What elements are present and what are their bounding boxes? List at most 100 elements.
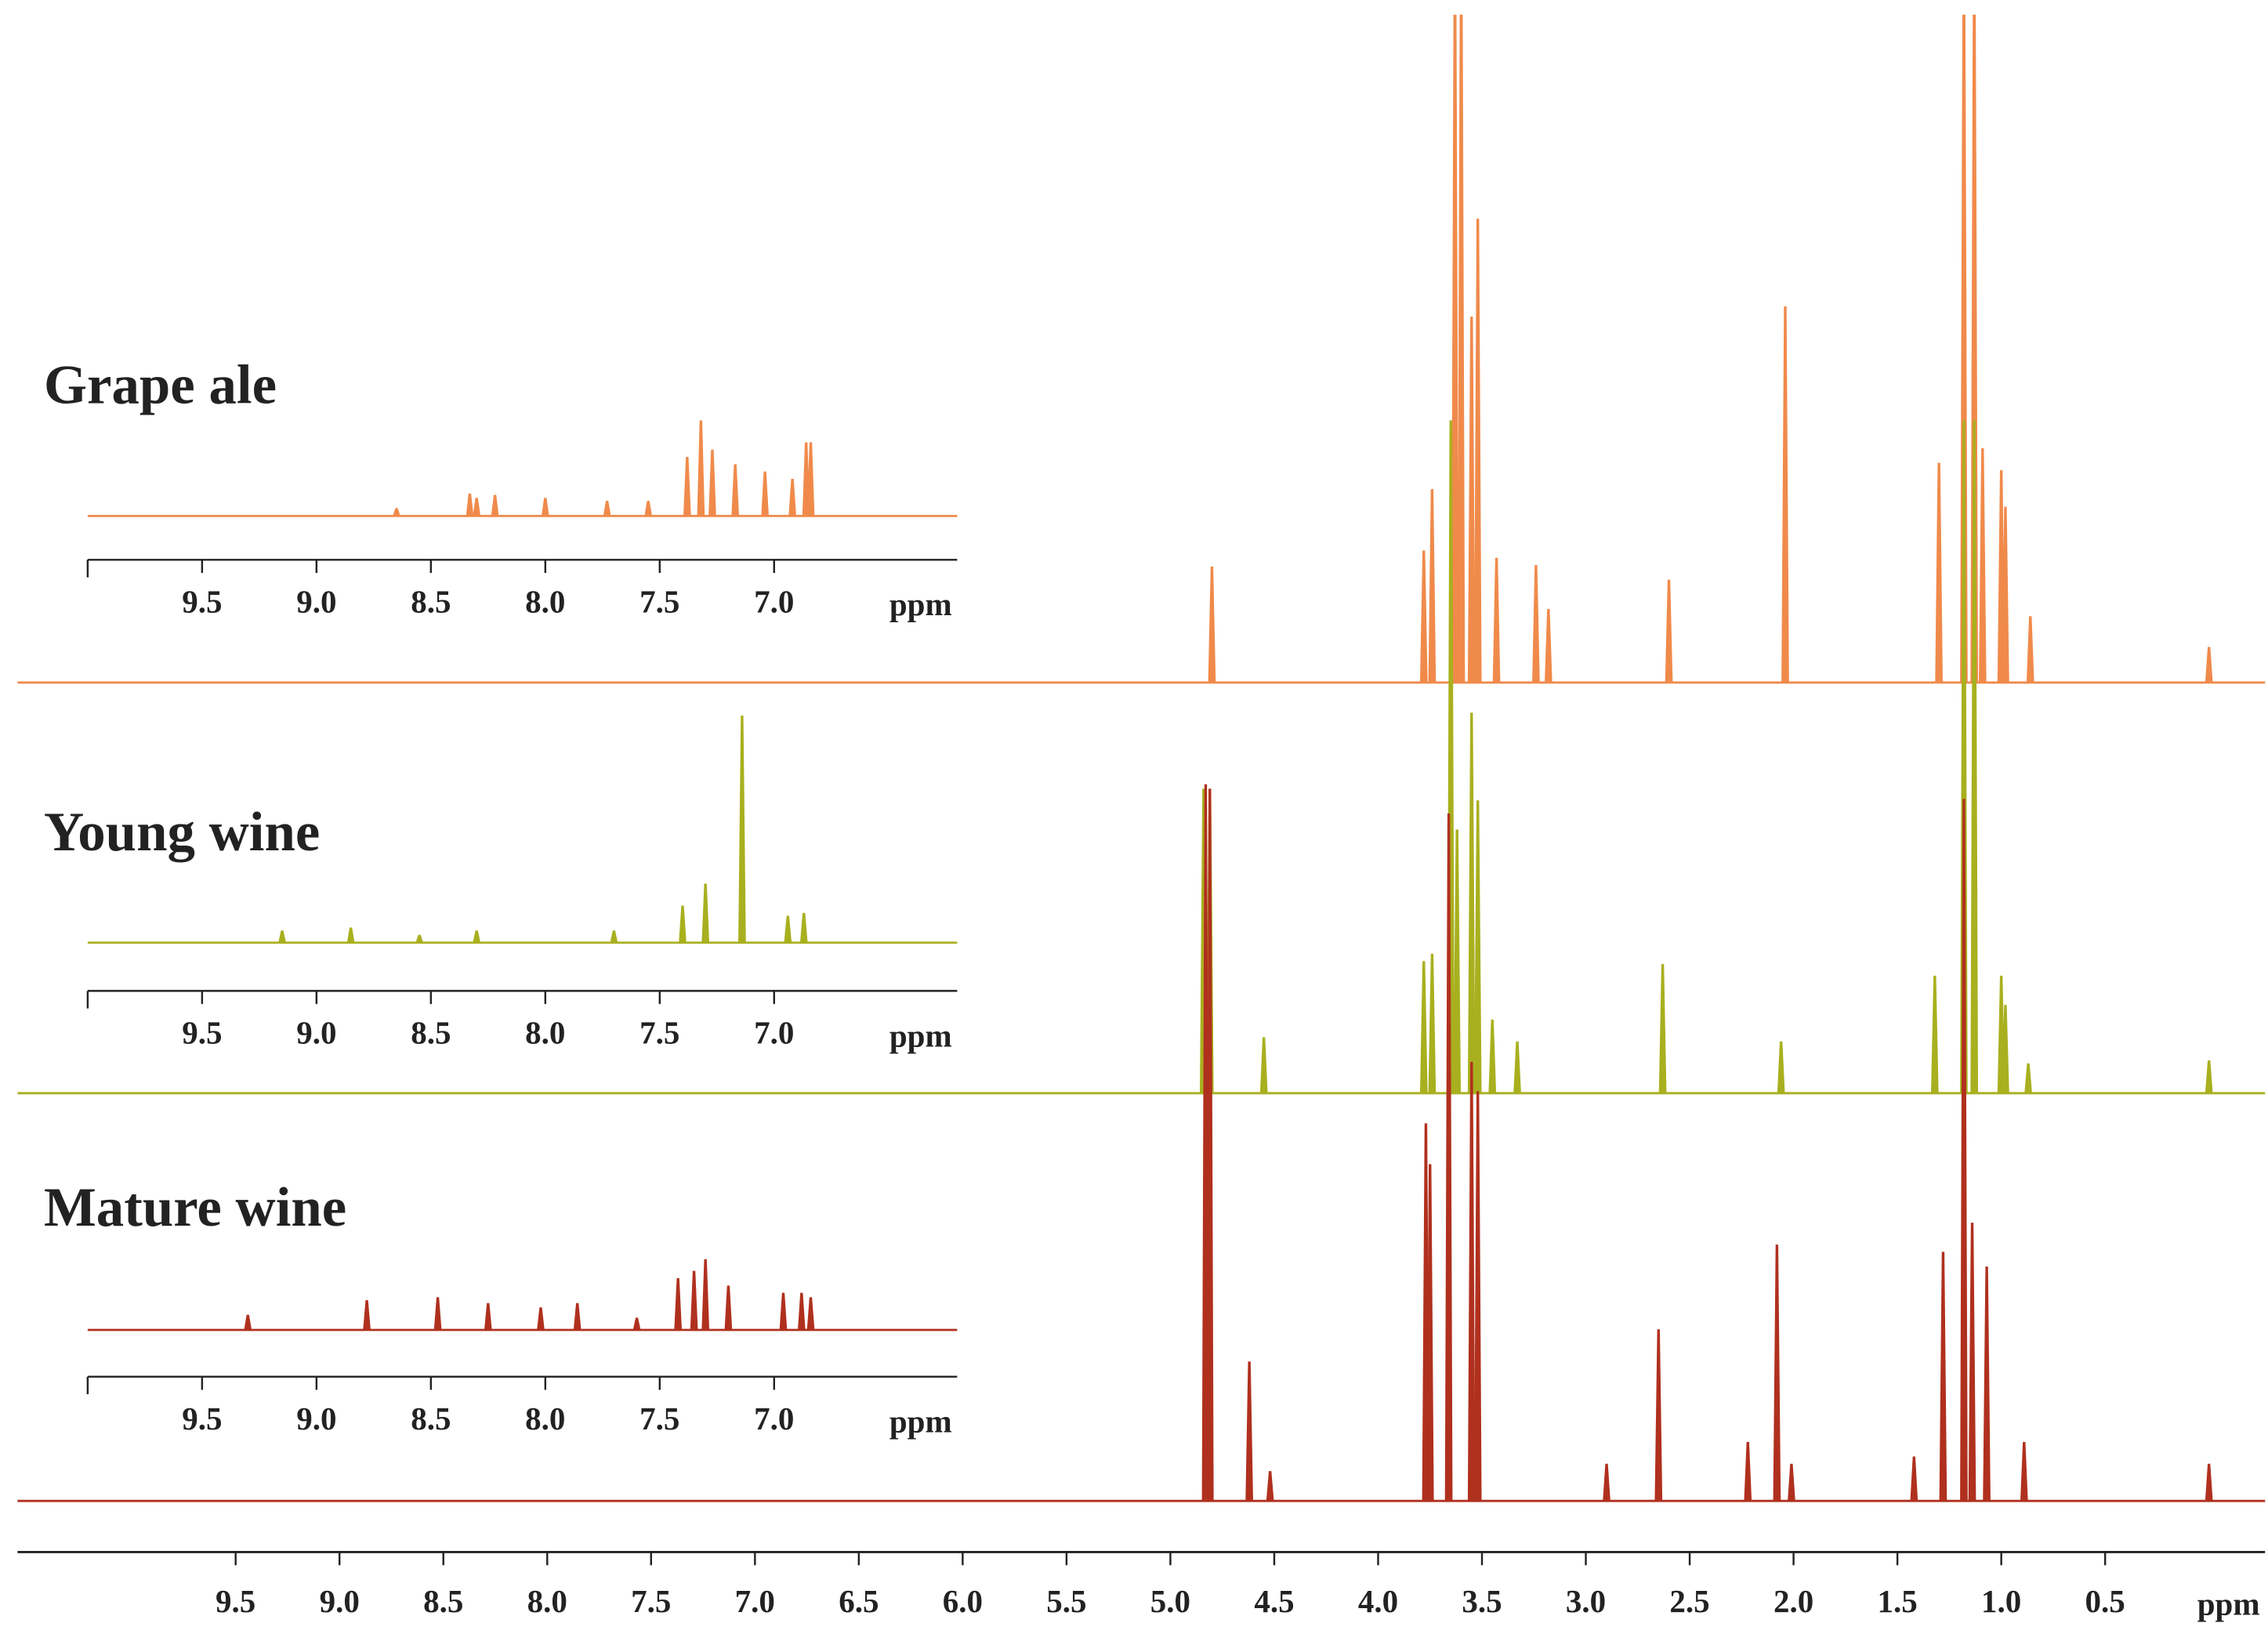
peak — [1266, 1471, 1274, 1502]
peak — [1781, 306, 1789, 683]
peak — [1777, 1041, 1785, 1094]
peak — [1978, 447, 1987, 683]
peak — [603, 500, 611, 517]
x-tick-label: 1.5 — [1877, 1583, 1917, 1619]
x-tick-label: 9.5 — [182, 1015, 222, 1051]
peak — [779, 1292, 788, 1331]
peak — [784, 915, 792, 944]
peak — [708, 449, 716, 517]
peak — [1426, 1164, 1434, 1502]
x-tick-label: 7.5 — [639, 1400, 679, 1437]
peak — [2205, 647, 2213, 683]
peak — [2020, 1441, 2028, 1502]
peak — [1910, 1456, 1918, 1502]
x-tick-label: 8.0 — [525, 1015, 565, 1051]
plot-area — [17, 14, 2266, 1502]
x-tick-label: 7.0 — [735, 1583, 775, 1619]
peak — [1513, 1041, 1521, 1094]
inset-x-label: ppm — [889, 1404, 952, 1440]
peak — [1473, 219, 1482, 683]
peak — [1930, 976, 1939, 1094]
peak — [644, 500, 653, 517]
peak — [1419, 961, 1428, 1094]
peak — [1773, 1245, 1781, 1502]
peak — [244, 1314, 252, 1331]
x-tick-label: 9.0 — [296, 1015, 336, 1051]
peak — [679, 905, 687, 944]
peak — [415, 934, 424, 944]
peak — [1968, 1223, 1976, 1502]
peak — [806, 1297, 815, 1331]
x-tick-label: 0.5 — [2085, 1583, 2125, 1619]
peak — [2026, 616, 2034, 683]
peak — [573, 1302, 581, 1331]
x-tick-label: 7.5 — [639, 1015, 679, 1051]
peak — [1654, 1329, 1663, 1502]
peak — [1444, 813, 1453, 1502]
x-tick-label: 7.0 — [754, 1400, 794, 1437]
peak — [1532, 565, 1540, 683]
x-tick-label: 8.0 — [527, 1583, 567, 1619]
peak — [1467, 317, 1476, 683]
peak — [674, 1277, 683, 1331]
peak — [1457, 14, 1466, 683]
x-tick-label: 9.5 — [182, 584, 222, 620]
x-tick-label: 7.5 — [631, 1583, 671, 1619]
peak — [738, 716, 746, 944]
peak — [690, 1270, 698, 1331]
peak — [1419, 550, 1428, 683]
x-tick-label: 8.5 — [411, 1015, 451, 1051]
peak — [1453, 829, 1462, 1094]
peak — [1259, 1037, 1268, 1094]
peak — [1492, 557, 1501, 683]
x-tick-label: 7.0 — [754, 1015, 794, 1051]
peak — [1658, 964, 1667, 1094]
peak — [1603, 1463, 1610, 1502]
peak — [491, 495, 499, 517]
peak — [683, 457, 691, 517]
peak — [1665, 579, 1673, 683]
x-tick-label: 9.5 — [216, 1583, 255, 1619]
x-tick-label: 9.0 — [296, 584, 336, 620]
x-tick-label: 8.5 — [411, 1400, 451, 1437]
x-tick-label: 6.0 — [943, 1583, 983, 1619]
peak — [724, 1285, 733, 1331]
inset-x-label: ppm — [889, 586, 952, 622]
legend-label: Mature wine — [44, 1177, 346, 1238]
peak — [701, 1259, 710, 1331]
peak — [2002, 1005, 2009, 1094]
peak — [278, 930, 287, 944]
peak — [806, 442, 815, 517]
x-tick-label: 8.5 — [411, 584, 451, 620]
peak — [466, 493, 474, 517]
x-tick-label: 9.0 — [296, 1400, 336, 1437]
peak — [537, 1307, 545, 1331]
peak — [2024, 1063, 2033, 1094]
peak — [2205, 1463, 2213, 1502]
peak — [761, 471, 770, 517]
peak — [1983, 1266, 1991, 1502]
peak — [433, 1297, 442, 1331]
inset-x-label: ppm — [889, 1017, 952, 1053]
x-tick-label: 7.0 — [754, 584, 794, 620]
x-tick-label: 5.0 — [1150, 1583, 1190, 1619]
x-tick-label: 8.0 — [525, 1400, 565, 1437]
x-tick-label: 3.5 — [1462, 1583, 1502, 1619]
peak — [701, 883, 710, 944]
peak — [1245, 1361, 1254, 1502]
peak — [484, 1302, 492, 1331]
peak — [2002, 506, 2009, 683]
peak — [797, 1292, 806, 1331]
x-tick-label: 1.0 — [1981, 1583, 2021, 1619]
x-tick-label: 7.5 — [639, 584, 679, 620]
peak — [473, 498, 481, 517]
x-tick-label: 8.0 — [525, 584, 565, 620]
peak — [1473, 1091, 1482, 1502]
x-tick-label: 3.0 — [1566, 1583, 1606, 1619]
x-tick-label: 2.5 — [1669, 1583, 1709, 1619]
x-tick-label: 9.5 — [182, 1400, 222, 1437]
peak — [1205, 788, 1214, 1502]
peak — [1970, 420, 1979, 1094]
